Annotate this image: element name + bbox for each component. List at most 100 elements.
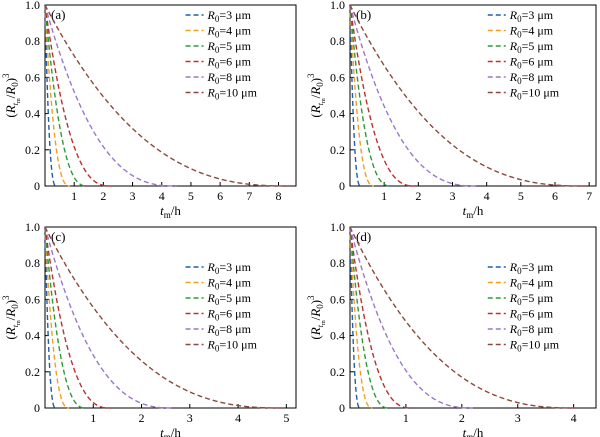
legend-entry: R0=8 μm [207,322,252,338]
y-tick-label: 1.0 [25,220,40,234]
series-line [44,4,177,187]
x-axis-label: tm/h [160,203,181,220]
legend-entry: R0=3 μm [207,260,252,276]
series-line [44,4,70,187]
legend-entry: R0=10 μm [207,338,258,354]
y-tick-label: 0 [34,179,40,193]
y-tick-label: 0 [34,401,40,415]
x-axis-label: tm/h [463,425,484,437]
y-tick-label: 0 [339,179,345,193]
y-axis-label: (Rtm/R0)3 [1,295,22,340]
chart-panel-d: 1 2 3 4 0 0.2 0.4 0.6 0.8 1.0 (d) tm/h (Rtm/R0)3 R0=3… [306,220,597,437]
y-tick-label: 0.4 [330,329,345,343]
x-tick-label: 8 [275,189,281,203]
series-line [349,4,374,187]
legend-entry: R0=8 μm [509,322,554,338]
series-line [349,226,390,409]
legend-entry: R0=10 μm [509,86,560,102]
x-tick-label: 1 [403,411,409,425]
x-tick-label: 4 [484,189,490,203]
legend-entry: R0=3 μm [207,8,252,24]
series-line [44,226,70,409]
x-tick-label: 6 [217,189,223,203]
legend-entry: R0=10 μm [207,86,258,102]
y-tick-label: 1.0 [25,0,40,12]
legend-entry: R0=4 μm [509,24,554,40]
series-line [44,226,56,409]
y-tick-label: 0.4 [25,107,40,121]
x-tick-label: 7 [586,189,592,203]
x-tick-label: 1 [381,189,387,203]
legend-entry: R0=6 μm [207,55,252,71]
x-tick-label: 3 [450,189,456,203]
x-tick-label: 3 [515,411,521,425]
legend-entry: R0=6 μm [509,307,554,323]
y-tick-label: 0.4 [330,107,345,121]
series-line [44,4,291,187]
legend-entry: R0=3 μm [509,260,554,276]
series-line [44,226,111,409]
y-tick-label: 0.2 [330,143,345,157]
series-line [349,226,577,409]
series-line [44,4,57,187]
series-line [44,4,111,187]
x-tick-label: 6 [552,189,558,203]
x-tick-label: 2 [100,189,106,203]
legend-entry: R0=3 μm [509,8,554,24]
y-tick-label: 0.6 [25,70,40,84]
y-tick-label: 0.4 [25,329,40,343]
x-tick-label: 4 [159,189,165,203]
legend-entry: R0=6 μm [509,55,554,71]
y-tick-label: 0.8 [330,256,345,270]
series-line [44,226,173,409]
chart-panel-c: 1 2 3 4 5 0 0.2 0.4 0.6 0.8 1.0 (c) tm/h (Rtm/R0)3 R0=… [1,220,297,437]
legend-entry: R0=5 μm [509,39,554,55]
legend-entry: R0=6 μm [207,307,252,323]
y-tick-label: 0.6 [330,292,345,306]
x-tick-label: 5 [518,189,524,203]
y-tick-label: 0.8 [25,34,40,48]
x-tick-label: 7 [246,189,252,203]
legend-entry: R0=4 μm [509,276,554,292]
y-tick-label: 0.8 [330,34,345,48]
legend-entry: R0=8 μm [207,70,252,86]
x-tick-label: 3 [187,411,193,425]
y-tick-label: 0.6 [25,292,40,306]
series-line [349,4,361,187]
plot-frame [44,4,297,187]
y-axis-label: (Rtm/R0)3 [306,295,327,340]
series-line [349,226,361,409]
plot-frame [349,226,597,409]
series-line [44,226,87,409]
series-line [349,226,412,409]
y-tick-label: 0.6 [330,70,345,84]
x-tick-label: 3 [130,189,136,203]
x-axis-label: tm/h [160,425,181,437]
legend-entry: R0=4 μm [207,276,252,292]
plot-frame [44,226,297,409]
series-line [44,4,88,187]
series-line [349,226,473,409]
y-tick-label: 0.2 [25,365,40,379]
series-line [44,226,284,409]
y-tick-label: 1.0 [330,0,345,12]
series-line [349,226,373,409]
series-line [349,4,415,187]
legend-entry: R0=5 μm [509,291,554,307]
y-tick-label: 0.2 [25,143,40,157]
y-tick-label: 0.2 [330,365,345,379]
x-axis-label: tm/h [463,203,484,220]
legend-entry: R0=10 μm [509,338,560,354]
series-line [349,4,477,187]
y-axis-label: (Rtm/R0)3 [1,73,22,118]
x-tick-label: 2 [459,411,465,425]
x-tick-label: 4 [235,411,241,425]
y-tick-label: 1.0 [330,220,345,234]
x-tick-label: 1 [90,411,96,425]
y-tick-label: 0.8 [25,256,40,270]
x-tick-label: 5 [188,189,194,203]
x-tick-label: 1 [71,189,77,203]
y-axis-label: (Rtm/R0)3 [306,73,327,118]
series-line [349,4,391,187]
